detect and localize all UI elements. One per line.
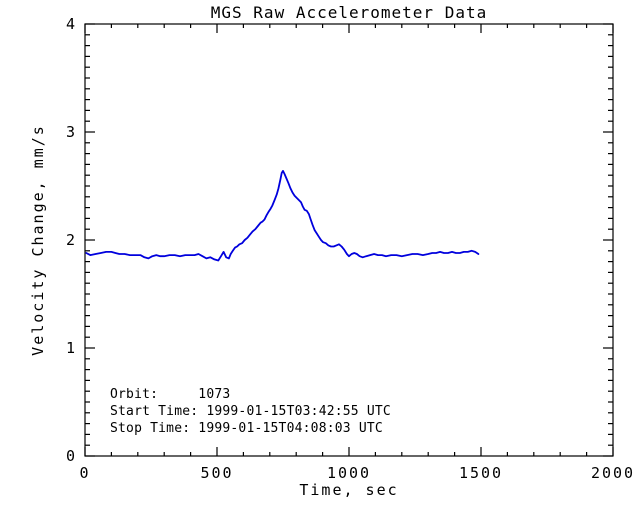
y-tick-label: 3 [66,123,77,141]
chart-title: MGS Raw Accelerometer Data [211,3,487,22]
y-tick-label: 4 [66,15,77,33]
y-tick-label: 0 [66,447,77,465]
plot-frame [84,23,614,457]
annotation-orbit: Orbit: 1073 [110,387,230,402]
axis-tick-labels: 0 500 1000 1500 2000 0 1 2 3 4 [66,15,635,482]
x-tick-label: 500 [200,464,233,482]
annotation-block: Orbit: 1073 Start Time: 1999-01-15T03:42… [110,387,391,436]
x-tick-label: 0 [79,464,90,482]
y-tick-label: 2 [66,231,77,249]
annotation-stop-time: Stop Time: 1999-01-15T04:08:03 UTC [110,421,383,436]
y-axis-label: Velocity Change, mm/s [29,124,47,356]
x-axis-label: Time, sec [299,481,398,499]
x-tick-label: 1000 [327,464,371,482]
x-tick-label: 1500 [459,464,503,482]
x-tick-label: 2000 [591,464,635,482]
y-tick-label: 1 [66,339,77,357]
annotation-start-time: Start Time: 1999-01-15T03:42:55 UTC [110,404,391,419]
velocity-change-line [85,169,480,262]
